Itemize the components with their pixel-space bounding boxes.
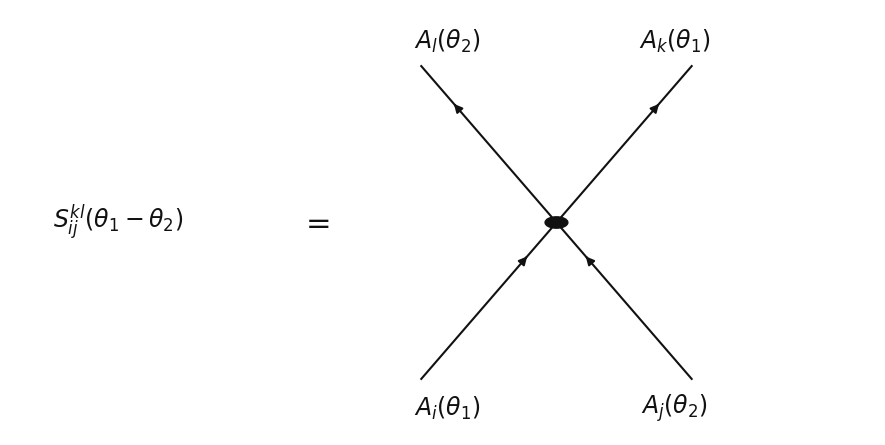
Text: $=$: $=$ [300, 208, 330, 237]
Text: $A_j(\theta_2)$: $A_j(\theta_2)$ [642, 392, 708, 424]
Ellipse shape [545, 217, 568, 228]
Text: $A_l(\theta_2)$: $A_l(\theta_2)$ [413, 28, 481, 55]
Text: $S_{ij}^{kl}(\theta_1 - \theta_2)$: $S_{ij}^{kl}(\theta_1 - \theta_2)$ [53, 202, 183, 243]
Text: $A_k(\theta_1)$: $A_k(\theta_1)$ [639, 28, 711, 55]
Text: $A_i(\theta_1)$: $A_i(\theta_1)$ [413, 394, 481, 422]
